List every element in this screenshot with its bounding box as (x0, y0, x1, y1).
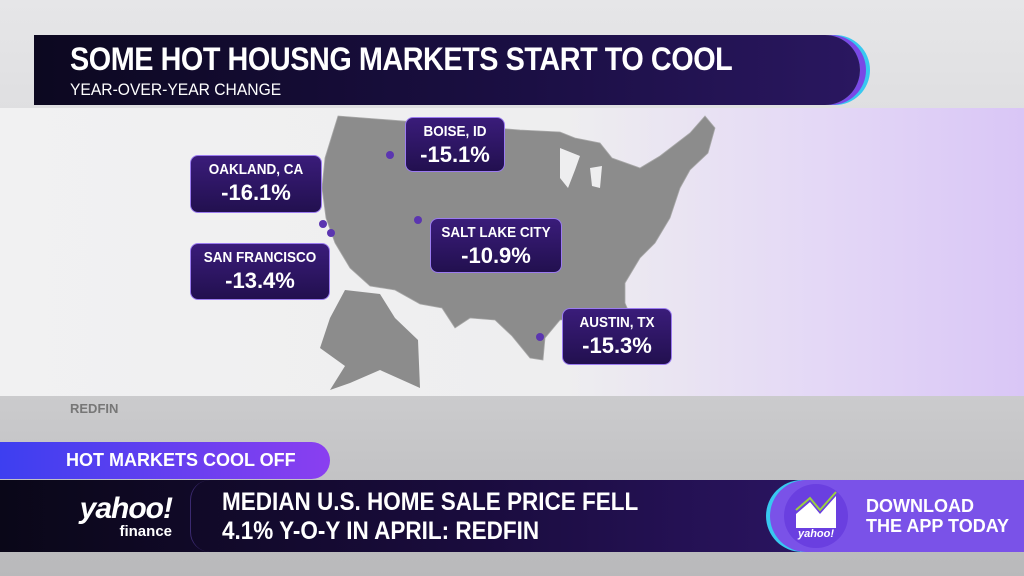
app-icon-brand: yahoo! (797, 528, 835, 540)
title: SOME HOT HOUSNG MARKETS START TO COOL (70, 41, 733, 77)
headline: MEDIAN U.S. HOME SALE PRICE FELL 4.1% Y-… (222, 488, 638, 546)
yahoo-finance-logo: yahoo! finance (62, 492, 173, 540)
marker-oakland (319, 220, 327, 228)
label-value: -13.4% (225, 268, 295, 293)
marker-salt-lake-city (414, 216, 422, 224)
label-san-francisco: SAN FRANCISCO -13.4% (190, 243, 330, 300)
label-name: SALT LAKE CITY (441, 224, 551, 241)
marker-boise (386, 151, 394, 159)
label-value: -15.3% (582, 333, 652, 358)
label-value: -10.9% (461, 243, 531, 268)
label-value: -15.1% (420, 142, 490, 167)
headline-line1: MEDIAN U.S. HOME SALE PRICE FELL (222, 488, 639, 516)
divider (190, 480, 210, 552)
app-icon: yahoo! (784, 484, 848, 548)
label-salt-lake-city: SALT LAKE CITY -10.9% (430, 218, 562, 273)
source-credit: REDFIN (70, 401, 119, 416)
label-name: SAN FRANCISCO (203, 249, 317, 266)
subtitle: YEAR-OVER-YEAR CHANGE (70, 80, 282, 99)
promo-text: DOWNLOAD THE APP TODAY (866, 496, 1009, 536)
logo-brand: yahoo! (79, 492, 173, 525)
marker-san-francisco (327, 229, 335, 237)
promo-line2: THE APP TODAY (866, 516, 1010, 536)
label-value: -16.1% (221, 180, 291, 205)
topic-tag: HOT MARKETS COOL OFF (0, 442, 330, 479)
alaska (320, 290, 420, 390)
app-promo: yahoo! DOWNLOAD THE APP TODAY (770, 480, 1024, 552)
chart-trend-icon (795, 491, 837, 528)
label-name: BOISE, ID (423, 123, 487, 140)
label-austin: AUSTIN, TX -15.3% (562, 308, 672, 365)
label-oakland: OAKLAND, CA -16.1% (190, 155, 322, 213)
label-name: OAKLAND, CA (208, 161, 304, 178)
promo-line1: DOWNLOAD (866, 496, 974, 516)
label-boise: BOISE, ID -15.1% (405, 117, 505, 172)
headline-bar: yahoo! finance MEDIAN U.S. HOME SALE PRI… (0, 480, 800, 552)
logo-sub: finance (119, 523, 172, 540)
title-banner: SOME HOT HOUSNG MARKETS START TO COOL YE… (34, 35, 860, 105)
label-name: AUSTIN, TX (579, 314, 655, 331)
marker-austin (536, 333, 544, 341)
great-lakes (560, 148, 602, 188)
headline-line2: 4.1% Y-O-Y IN APRIL: REDFIN (222, 517, 540, 545)
